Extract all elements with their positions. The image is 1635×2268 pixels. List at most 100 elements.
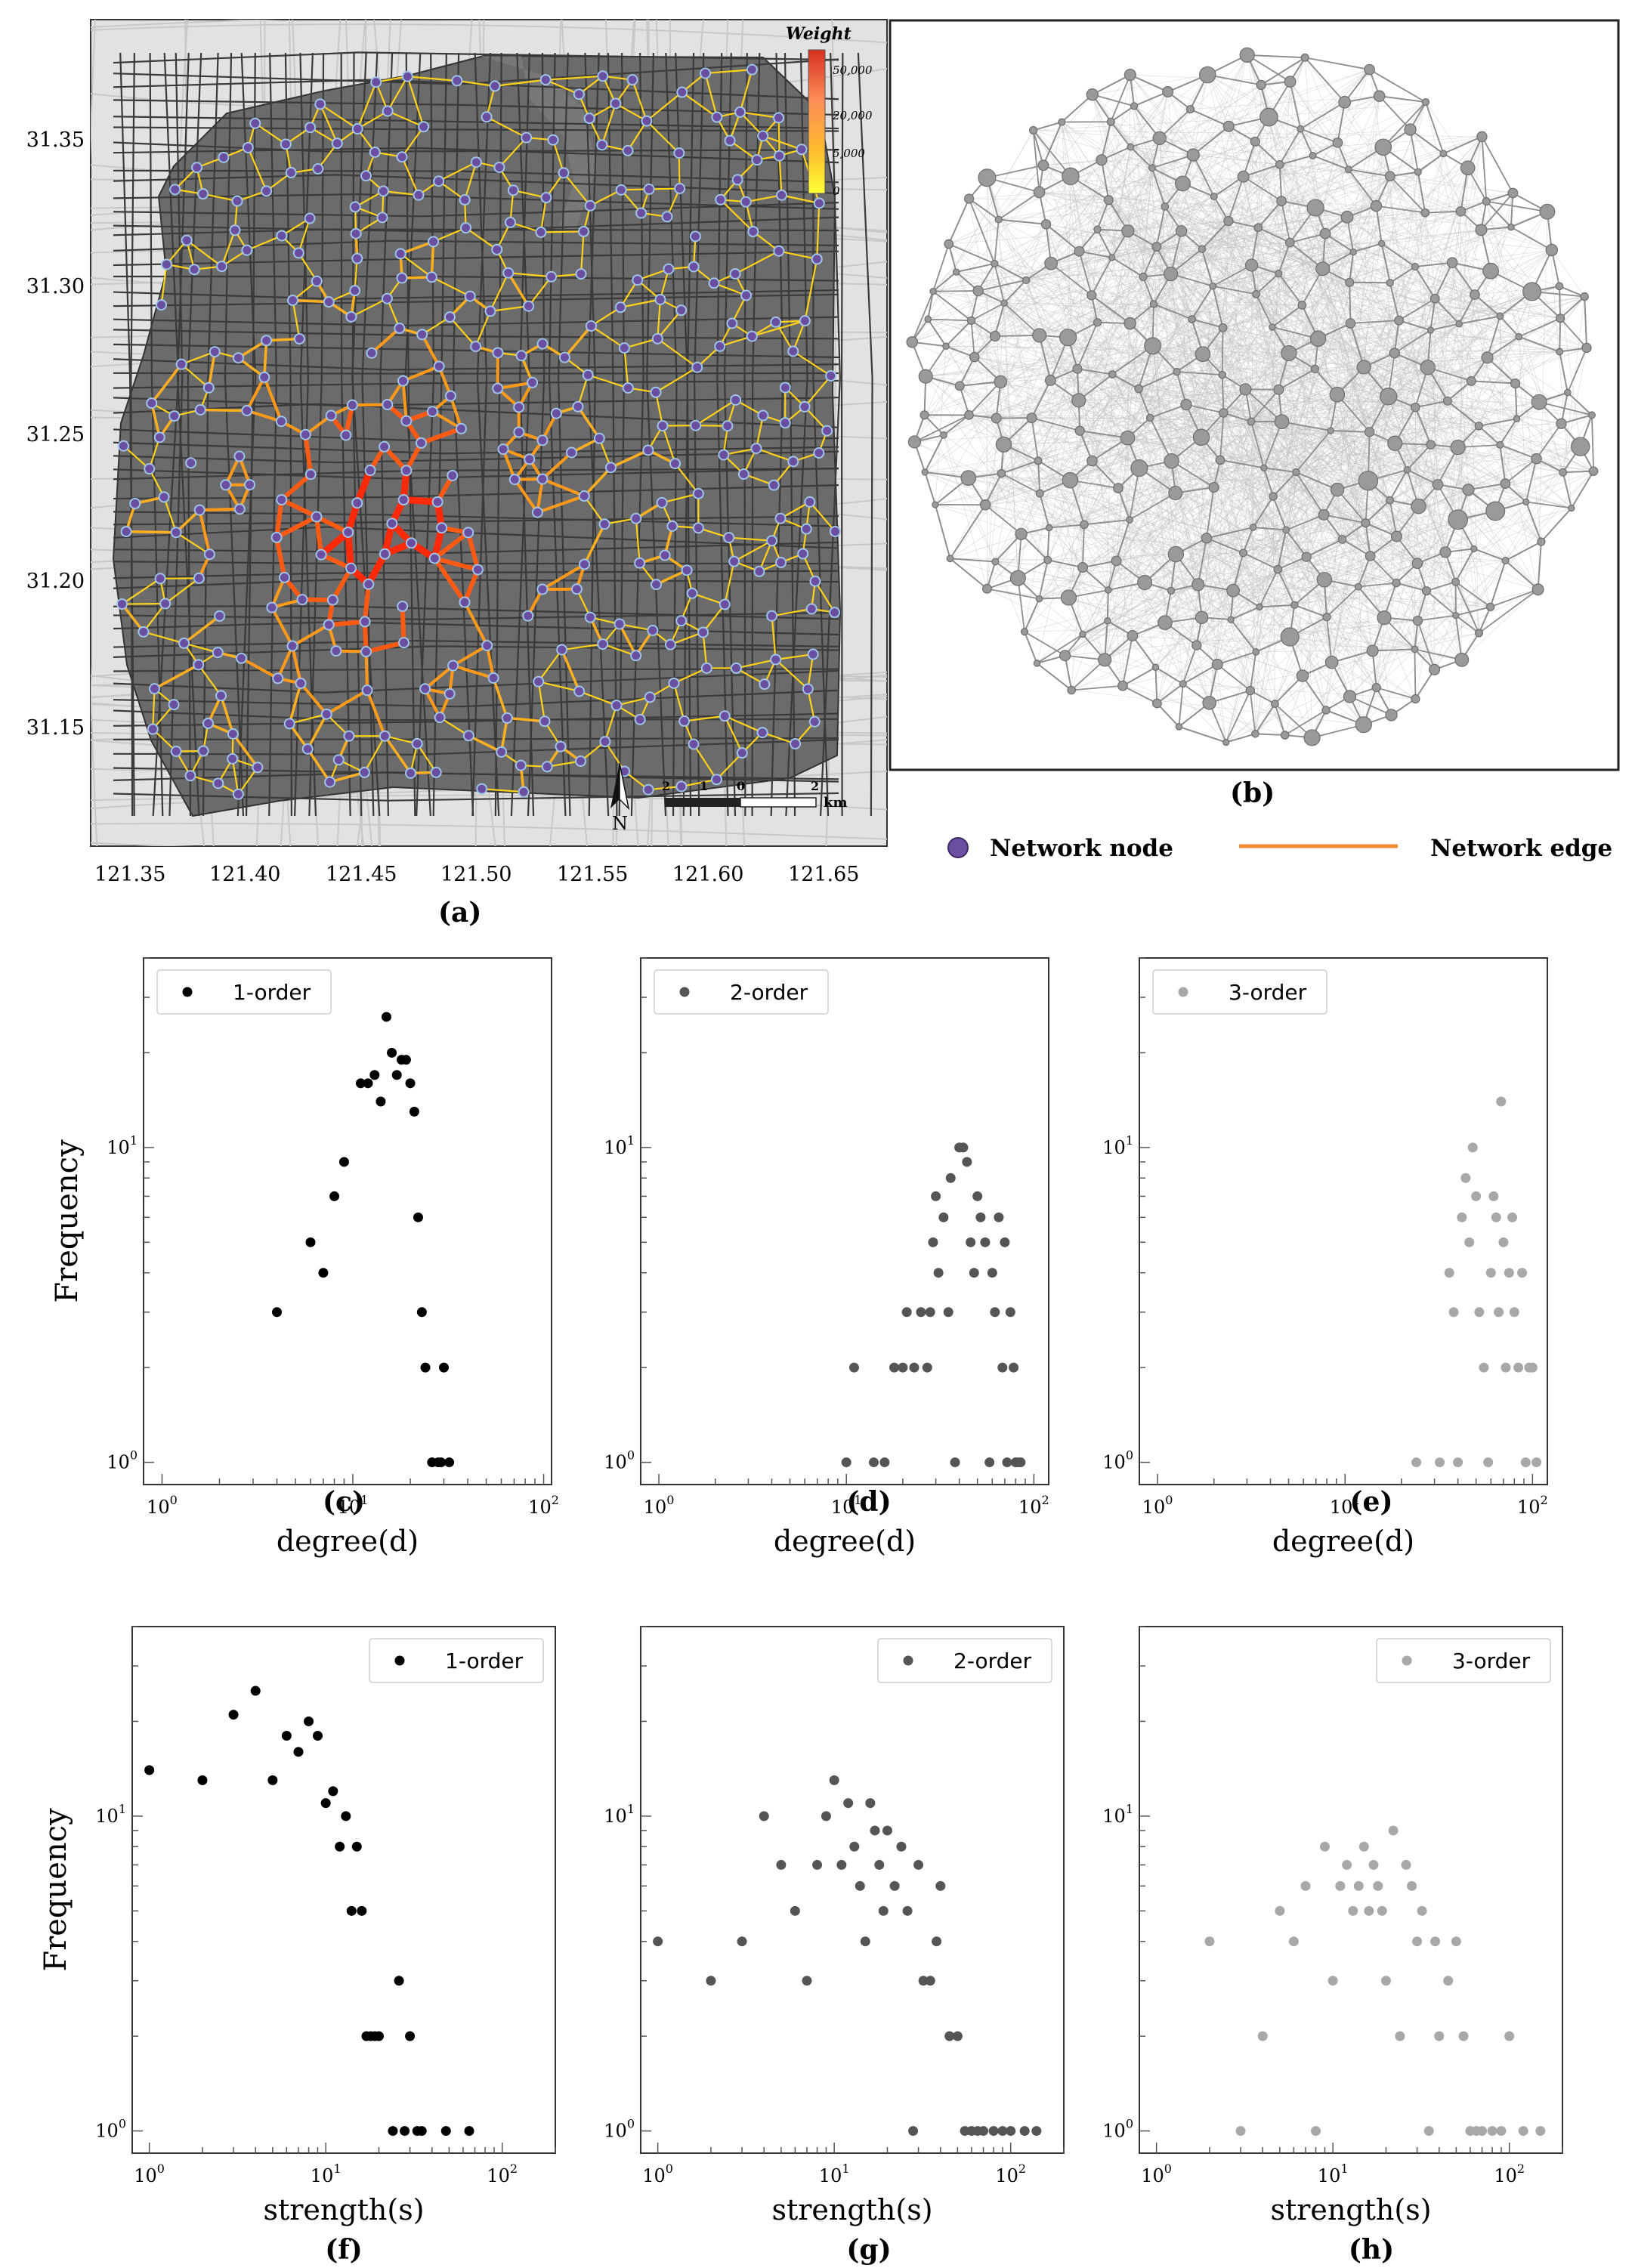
legend-box (654, 969, 829, 1015)
map-edge (298, 217, 311, 254)
network-node (1045, 524, 1053, 532)
map-edge (493, 79, 547, 87)
network-edge (933, 290, 978, 292)
network-edge (1138, 388, 1151, 419)
panel-h-label: (h) (1349, 2234, 1394, 2266)
network-edge (1245, 116, 1269, 390)
network-edge (1459, 315, 1501, 325)
network-edge (1485, 200, 1512, 228)
panel-d-point (933, 1268, 944, 1278)
network-edge (1105, 351, 1560, 660)
panel-d-point (972, 1191, 983, 1201)
map-node (266, 601, 278, 613)
network-edge (1001, 472, 1040, 494)
map-edge (583, 466, 613, 498)
network-edge (1108, 199, 1563, 473)
map-node (558, 351, 570, 363)
network-edge (956, 263, 995, 273)
network-edge (1562, 470, 1594, 474)
network-edge (912, 167, 1468, 343)
map-edge (382, 190, 420, 196)
network-edge (1230, 606, 1260, 620)
network-edge (1221, 375, 1225, 413)
panel-c-point (355, 1078, 366, 1089)
network-edge (1090, 257, 1113, 296)
y-tick-label: 100 (107, 1448, 138, 1473)
map-edge (657, 298, 662, 340)
map-edge (702, 631, 708, 669)
panel-d-xlabel: degree(d) (774, 1525, 916, 1558)
panel-e-point (1513, 1362, 1524, 1373)
map-node (796, 144, 808, 156)
network-node (1033, 660, 1041, 667)
network-node (1218, 370, 1227, 379)
network-node (1035, 595, 1043, 603)
network-edge (1478, 607, 1491, 634)
network-edge (1349, 323, 1365, 368)
network-edge (1510, 193, 1514, 227)
network-edge (926, 375, 1232, 620)
map-node (614, 301, 626, 314)
network-node (1179, 680, 1187, 688)
map-edge (437, 161, 478, 182)
network-edge (1108, 338, 1318, 591)
network-edge (1274, 675, 1303, 705)
map-node (314, 98, 326, 110)
street (130, 52, 135, 817)
map-node (397, 494, 410, 506)
network-edge (1018, 159, 1102, 579)
map-node (455, 422, 467, 434)
map-edge (207, 350, 217, 389)
map-edge (432, 556, 481, 573)
legend-box (156, 969, 332, 1015)
map-node (492, 347, 504, 359)
network-edge (1116, 57, 1306, 561)
panel-c-point (338, 1157, 349, 1167)
network-edge (960, 381, 1001, 387)
panel-h-point (1342, 1859, 1352, 1870)
network-edge (1130, 54, 1247, 324)
network-edge (1447, 400, 1479, 427)
network-edge (1108, 206, 1166, 591)
network-edge (1258, 227, 1594, 471)
map-edge (319, 103, 359, 130)
network-edge (1322, 229, 1482, 269)
network-edge (1559, 351, 1569, 393)
panel-e-point (1411, 1457, 1422, 1468)
background-road (91, 823, 887, 840)
map-edge (563, 324, 593, 359)
network-edge (1407, 469, 1439, 486)
map-edge (330, 566, 354, 603)
network-edge (1372, 632, 1479, 651)
panel-g-point (865, 1798, 876, 1809)
map-edge (691, 592, 726, 606)
network-node (1208, 481, 1219, 493)
network-edge (987, 178, 1227, 743)
network-edge (974, 263, 995, 357)
map-node (304, 212, 316, 224)
map-edge (635, 518, 641, 564)
network-node (1364, 63, 1375, 76)
network-edge (1039, 335, 1439, 485)
network-edge (1562, 471, 1572, 508)
network-node (1284, 76, 1297, 88)
map-node (447, 469, 459, 481)
map-x-tick-1: 121.35 (94, 863, 165, 886)
network-edge (1455, 614, 1480, 634)
network-edge (1255, 733, 1285, 736)
network-edge (923, 414, 944, 436)
map-node (610, 700, 623, 712)
map-node (539, 74, 552, 86)
network-edge (1050, 141, 1256, 264)
panel-c-point (318, 1268, 329, 1278)
panel-d-point (938, 1212, 949, 1222)
street (682, 52, 695, 817)
network-node (1059, 328, 1077, 347)
network-edge (1202, 354, 1373, 651)
map-node (675, 780, 688, 793)
network-edge (959, 357, 975, 387)
network-node (1093, 318, 1102, 327)
network-edge (1130, 74, 1168, 93)
map-edge (626, 119, 648, 152)
network-edge (1003, 444, 1040, 494)
